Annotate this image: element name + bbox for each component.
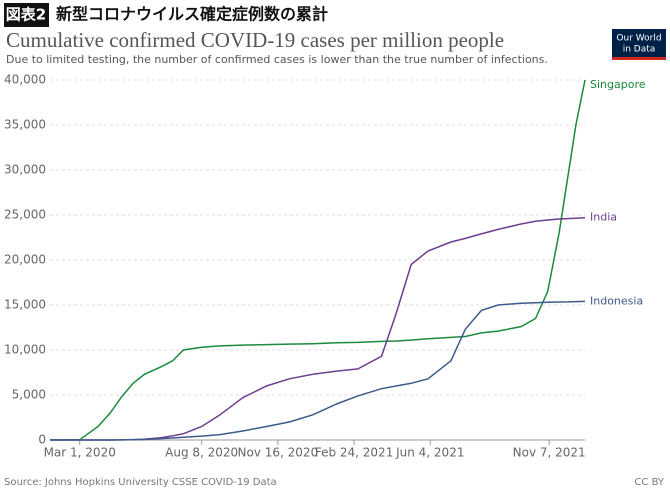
x-tick-label: Aug 8, 2020 xyxy=(165,446,238,460)
y-tick-label: 0 xyxy=(38,433,46,447)
series-label: Indonesia xyxy=(590,294,643,307)
chart-subtitle: Due to limited testing, the number of co… xyxy=(6,53,548,66)
y-tick-label: 25,000 xyxy=(4,208,46,222)
x-tick-label: Mar 1, 2020 xyxy=(44,446,116,460)
y-tick-label: 40,000 xyxy=(4,73,46,87)
series-line xyxy=(49,79,586,441)
x-tick-label: Jun 4, 2021 xyxy=(395,446,464,460)
series-label: Singapore xyxy=(590,78,646,91)
x-tick-label: Nov 16, 2020 xyxy=(238,446,319,460)
y-tick-label: 30,000 xyxy=(4,163,46,177)
series-line xyxy=(50,216,586,441)
series-line xyxy=(50,300,586,441)
logo-text: Our World xyxy=(616,34,661,44)
y-tick-label: 10,000 xyxy=(4,343,46,357)
logo-text: in Data xyxy=(623,45,656,55)
x-tick-label: Nov 7, 2021 xyxy=(513,446,586,460)
logo-box xyxy=(612,29,666,59)
license: CC BY xyxy=(634,477,664,488)
y-tick-label: 5,000 xyxy=(12,388,46,402)
series-label: India xyxy=(590,211,617,224)
x-tick-label: Feb 24, 2021 xyxy=(315,446,394,460)
logo-bar xyxy=(612,57,666,60)
source: Source: Johns Hopkins University CSSE CO… xyxy=(4,477,277,488)
page-title: 新型コロナウイルス確定症例数の累計 xyxy=(56,5,328,24)
y-tick-label: 15,000 xyxy=(4,298,46,312)
chart-title: Cumulative confirmed COVID-19 cases per … xyxy=(6,28,504,52)
figure-badge xyxy=(4,3,49,27)
y-tick-label: 20,000 xyxy=(4,253,46,267)
y-tick-label: 35,000 xyxy=(4,118,46,132)
figure-label: 図表2 xyxy=(6,6,46,24)
